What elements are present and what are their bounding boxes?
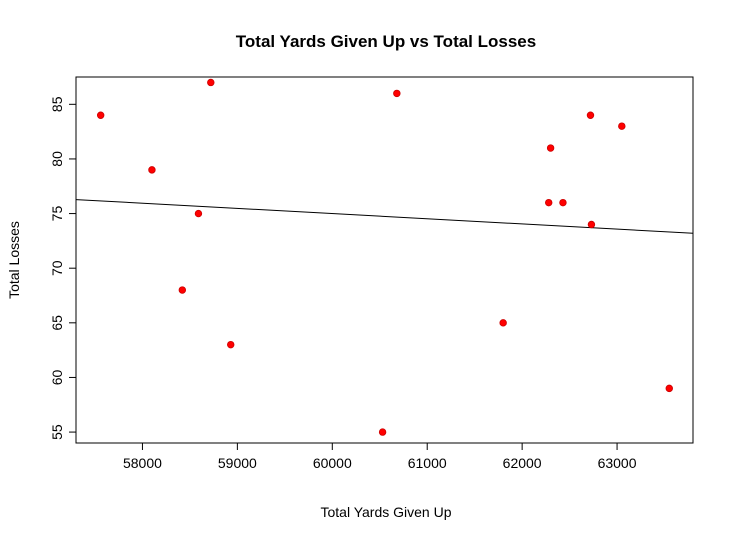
data-point — [618, 122, 626, 130]
data-point — [665, 384, 673, 393]
data-point — [559, 198, 567, 207]
data-point — [378, 428, 387, 436]
y-tick-label: 65 — [49, 315, 65, 331]
data-point — [194, 209, 203, 218]
data-point — [393, 89, 401, 98]
y-axis: 55 60 65 70 75 80 85 — [49, 96, 77, 440]
x-tick-label: 63000 — [598, 455, 637, 471]
data-point — [545, 198, 553, 207]
plot-frame — [75, 76, 694, 444]
points-group — [96, 78, 673, 436]
x-axis-label: Total Yards Given Up — [321, 504, 452, 520]
x-tick-label: 58000 — [123, 455, 162, 471]
x-tick-label: 61000 — [408, 455, 447, 471]
data-point — [178, 286, 187, 294]
data-point — [96, 111, 105, 119]
y-tick-label: 80 — [49, 151, 65, 167]
data-point — [148, 166, 156, 174]
data-point — [207, 78, 215, 87]
data-point — [227, 340, 235, 349]
chart-title: Total Yards Given Up vs Total Losses — [236, 32, 536, 51]
x-tick-label: 59000 — [218, 455, 257, 471]
y-tick-label: 85 — [49, 96, 65, 112]
x-tick-label: 60000 — [313, 455, 352, 471]
data-point — [587, 220, 596, 229]
y-axis-label: Total Losses — [6, 221, 22, 299]
trendline-group — [75, 199, 694, 234]
data-point — [546, 144, 555, 152]
y-tick-label: 55 — [49, 424, 65, 440]
data-point — [586, 111, 595, 119]
y-tick-label: 75 — [49, 206, 65, 222]
y-tick-label: 70 — [49, 260, 65, 276]
trendline — [75, 199, 694, 234]
x-tick-label: 62000 — [503, 455, 542, 471]
y-tick-label: 60 — [49, 369, 65, 385]
data-point — [499, 319, 507, 327]
x-axis: 58000 59000 60000 61000 62000 63000 — [123, 442, 637, 471]
